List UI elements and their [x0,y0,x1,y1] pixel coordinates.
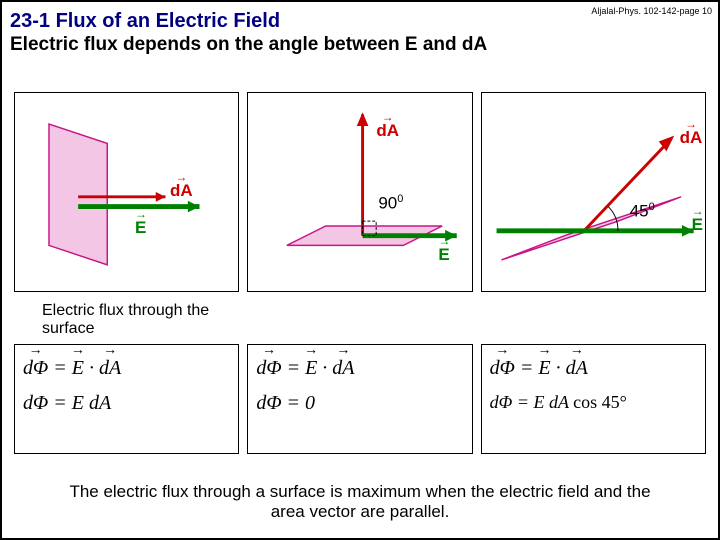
panel1-svg [15,93,238,291]
e-label: →E [438,245,449,265]
caption-line1: Electric flux through the surface [42,302,212,338]
eq3-line2: dΦ = E dA cos 45° [490,392,697,413]
eq1-line2: dΦ = E dA [23,392,230,415]
da-label: →dA [376,121,399,141]
e-label: →E [135,218,146,238]
header-reference: Aljalal-Phys. 102-142-page 10 [591,6,712,16]
eq-cell-1: dΦ = E · dA dΦ = E dA [14,344,239,454]
footer-summary: The electric flux through a surface is m… [22,482,698,522]
flux-caption: Electric flux through the surface [42,302,212,338]
da-label: →dA [680,128,703,148]
equation-row: dΦ = E · dA dΦ = E dA dΦ = E · dA dΦ = 0… [14,344,706,454]
angle-label-45: 450 [630,201,655,222]
subtitle: Electric flux depends on the angle betwe… [10,34,487,56]
eq3-line1: dΦ = E · dA [490,355,697,380]
footer-line1: The electric flux through a surface is m… [22,482,698,502]
eq2-line1: dΦ = E · dA [256,355,463,380]
panel3-svg [482,93,705,291]
eq-cell-3: dΦ = E · dA dΦ = E dA cos 45° [481,344,706,454]
eq-cell-2: dΦ = E · dA dΦ = 0 [247,344,472,454]
e-vector-head [188,201,200,213]
eq2-line2: dΦ = 0 [256,392,463,415]
da-label: →dA [170,181,193,201]
section-title: 23-1 Flux of an Electric Field [10,10,280,33]
panel-parallel: →E →dA [14,92,239,292]
da-vector-head [156,192,166,202]
angle-label-90: 900 [378,193,403,214]
footer-line2: area vector are parallel. [22,502,698,522]
diagram-panels: →E →dA →dA →E 900 [14,92,706,292]
panel-45deg: →dA →E 450 [481,92,706,292]
da-vector-head [357,112,369,126]
surface-shape [49,124,107,265]
panel-perpendicular: →dA →E 900 [247,92,472,292]
angle-arc [608,207,618,231]
e-label: →E [692,215,703,235]
eq1-line1: dΦ = E · dA [23,355,230,380]
